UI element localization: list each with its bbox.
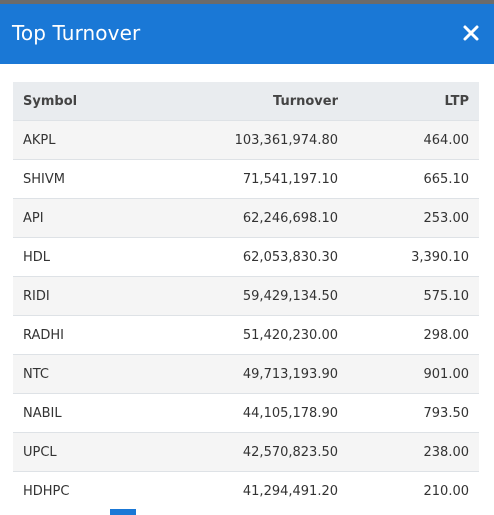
turnover-cell: 71,541,197.10 [242,171,338,187]
ltp-cell: 238.00 [423,444,470,460]
ltp-cell: 901.00 [423,366,470,382]
table-row[interactable]: SHIVM 71,541,197.10 665.10 [13,159,479,198]
table-row[interactable]: HDL 62,053,830.30 3,390.10 [13,237,479,276]
symbol-cell: HDHPC [23,483,70,499]
turnover-cell: 103,361,974.80 [234,132,338,148]
ltp-cell: 793.50 [423,405,470,421]
symbol-cell: RIDI [23,288,50,304]
table-header-row: Symbol Turnover LTP [13,82,479,120]
table-row[interactable]: NABIL 44,105,178.90 793.50 [13,393,479,432]
symbol-cell: NABIL [23,405,62,421]
ltp-cell: 464.00 [423,132,470,148]
symbol-cell: API [23,210,44,226]
modal-title: Top Turnover [12,21,141,45]
ltp-cell: 3,390.10 [411,249,469,265]
window-top-border [0,0,494,4]
header-symbol[interactable]: Symbol [23,93,78,109]
table-row[interactable]: UPCL 42,570,823.50 238.00 [13,432,479,471]
turnover-cell: 49,713,193.90 [242,366,338,382]
ltp-cell: 298.00 [423,327,470,343]
modal-header: Top Turnover [0,4,494,64]
ltp-cell: 575.10 [423,288,470,304]
turnover-cell: 62,246,698.10 [242,210,338,226]
turnover-cell: 44,105,178.90 [242,405,338,421]
table-row[interactable]: HDHPC 41,294,491.20 210.00 [13,471,479,510]
symbol-cell: SHIVM [23,171,65,187]
ltp-cell: 253.00 [423,210,470,226]
table-row[interactable]: API 62,246,698.10 253.00 [13,198,479,237]
turnover-cell: 59,429,134.50 [242,288,338,304]
ltp-cell: 210.00 [423,483,470,499]
table-row[interactable]: RIDI 59,429,134.50 575.10 [13,276,479,315]
turnover-cell: 42,570,823.50 [242,444,338,460]
ltp-cell: 665.10 [423,171,470,187]
symbol-cell: HDL [23,249,51,265]
symbol-cell: UPCL [23,444,57,460]
header-turnover[interactable]: Turnover [273,93,338,109]
symbol-cell: AKPL [23,132,56,148]
table-body: AKPL 103,361,974.80 464.00 SHIVM 71,541,197.… [13,120,479,510]
turnover-table: Symbol Turnover LTP AKPL 103,361,974.80 46… [13,82,479,510]
table-row[interactable]: AKPL 103,361,974.80 464.00 [13,120,479,159]
table-row[interactable]: RADHI 51,420,230.00 298.00 [13,315,479,354]
symbol-cell: RADHI [23,327,65,343]
close-icon[interactable] [461,23,481,43]
symbol-cell: NTC [23,366,49,382]
turnover-cell: 62,053,830.30 [242,249,338,265]
header-ltp[interactable]: LTP [444,93,469,109]
turnover-cell: 41,294,491.20 [242,483,338,499]
turnover-cell: 51,420,230.00 [242,327,338,343]
scroll-indicator[interactable] [110,509,136,515]
table-row[interactable]: NTC 49,713,193.90 901.00 [13,354,479,393]
